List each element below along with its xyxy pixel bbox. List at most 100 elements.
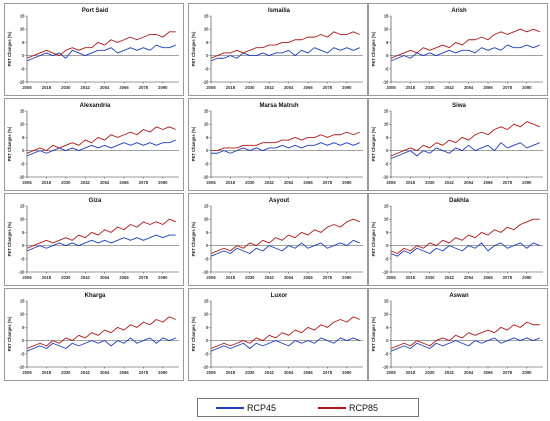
series-line-rcp85 (26, 316, 176, 349)
x-tick-label: 2054 (284, 180, 294, 185)
x-tick-label: 2054 (464, 370, 474, 375)
y-tick-label: -5 (21, 161, 25, 166)
x-tick-label: 2090 (342, 275, 352, 280)
x-tick-label: 2054 (464, 275, 474, 280)
y-tick-label: -5 (21, 256, 25, 261)
y-tick-label: 0 (386, 53, 389, 58)
x-tick-label: 2006 (22, 85, 32, 90)
y-tick-label: 10 (20, 217, 25, 222)
y-tick-label: 10 (20, 27, 25, 32)
x-tick-label: 2066 (119, 370, 129, 375)
y-tick-label: 0 (22, 243, 25, 248)
x-tick-label: 2090 (342, 85, 352, 90)
y-tick-label: 10 (20, 312, 25, 317)
series-line-rcp45 (210, 337, 360, 352)
x-tick-label: 2030 (61, 180, 71, 185)
x-tick-label: 2018 (406, 180, 416, 185)
x-tick-label: 2042 (81, 370, 91, 375)
series-line-rcp85 (390, 321, 540, 349)
x-tick-label: 2066 (303, 275, 313, 280)
y-tick-label: -10 (382, 365, 389, 370)
y-tick-label: -10 (382, 175, 389, 180)
x-tick-label: 2066 (119, 180, 129, 185)
legend-swatch-rcp85 (318, 406, 346, 409)
panel-title: Siwa (452, 103, 466, 109)
y-tick-label: -10 (202, 80, 209, 85)
x-tick-label: 2078 (503, 85, 513, 90)
y-tick-label: -5 (205, 351, 209, 356)
panel-title: Asyout (269, 198, 289, 204)
y-tick-label: -5 (385, 256, 389, 261)
series-line-rcp85 (390, 28, 540, 59)
series-line-rcp45 (26, 44, 176, 62)
panel-ismailia: Ismailia PET Changes (%) -10 -5 0 5 10 15 2006 20… (188, 3, 368, 96)
y-tick-label: 15 (384, 299, 389, 304)
y-tick-label: -10 (382, 270, 389, 275)
x-tick-label: 2090 (522, 85, 532, 90)
x-tick-label: 2006 (206, 180, 216, 185)
x-tick-label: 2078 (503, 180, 513, 185)
x-tick-label: 2006 (386, 370, 396, 375)
x-tick-label: 2018 (406, 275, 416, 280)
x-tick-label: 2078 (323, 370, 333, 375)
y-tick-label: -10 (18, 270, 25, 275)
panel-title: Luxor (271, 293, 288, 299)
x-tick-label: 2090 (158, 370, 168, 375)
y-tick-label: -10 (382, 80, 389, 85)
x-tick-label: 2078 (139, 180, 149, 185)
series-line-rcp45 (211, 142, 360, 154)
series-line-rcp85 (211, 131, 360, 152)
y-axis-label: PET Changes (%) (371, 31, 376, 66)
panel-title: Kharga (85, 293, 106, 299)
x-tick-label: 2066 (119, 275, 129, 280)
x-tick-label: 2042 (265, 85, 275, 90)
y-tick-label: 5 (206, 135, 209, 140)
x-tick-label: 2018 (406, 85, 416, 90)
x-tick-label: 2006 (386, 275, 396, 280)
x-tick-label: 2054 (100, 370, 110, 375)
y-tick-label: 10 (384, 312, 389, 317)
y-tick-label: 15 (384, 109, 389, 114)
series-line-rcp85 (26, 218, 176, 249)
x-tick-label: 2030 (61, 275, 71, 280)
x-tick-label: 2042 (265, 370, 275, 375)
y-axis-label: PET Changes (%) (191, 31, 196, 66)
y-tick-label: 0 (386, 243, 389, 248)
series-line-rcp45 (390, 242, 540, 257)
x-tick-label: 2078 (323, 180, 333, 185)
series-line-rcp45 (390, 337, 540, 352)
series-line-rcp45 (26, 337, 176, 352)
y-tick-label: -10 (202, 270, 209, 275)
y-tick-label: -5 (385, 66, 389, 71)
series-line-rcp45 (26, 139, 176, 157)
legend-label-rcp85: RCP85 (349, 402, 379, 413)
y-tick-label: 0 (206, 338, 209, 343)
y-tick-label: 5 (22, 230, 25, 235)
y-axis-label: PET Changes (%) (7, 126, 12, 161)
x-tick-label: 2018 (42, 180, 52, 185)
x-tick-label: 2042 (265, 180, 275, 185)
x-tick-label: 2030 (61, 370, 71, 375)
y-tick-label: 15 (20, 14, 25, 19)
panel-luxor: Luxor PET Changes (%) -10 -5 0 5 10 15 2006 2018 2… (188, 288, 368, 381)
y-tick-label: 0 (386, 338, 389, 343)
x-tick-label: 2090 (158, 85, 168, 90)
x-tick-label: 2030 (245, 180, 255, 185)
chart-svg-aswan: Aswan PET Changes (%) -10 -5 0 5 10 15 2006 2018 2… (371, 293, 543, 375)
y-tick-label: 10 (384, 27, 389, 32)
y-tick-label: 15 (204, 109, 209, 114)
series-line-rcp45 (210, 47, 360, 62)
x-tick-label: 2006 (206, 370, 216, 375)
x-tick-label: 2078 (503, 275, 513, 280)
series-line-rcp45 (26, 234, 176, 252)
y-axis-label: PET Changes (%) (7, 31, 12, 66)
x-tick-label: 2042 (81, 275, 91, 280)
series-line-rcp85 (26, 31, 176, 59)
y-tick-label: -5 (205, 161, 209, 166)
series-line-rcp45 (210, 239, 360, 257)
y-axis-label: PET Changes (%) (371, 126, 376, 161)
series-line-rcp85 (210, 218, 360, 254)
x-tick-label: 2042 (445, 275, 455, 280)
x-tick-label: 2066 (483, 180, 493, 185)
x-tick-label: 2078 (139, 275, 149, 280)
